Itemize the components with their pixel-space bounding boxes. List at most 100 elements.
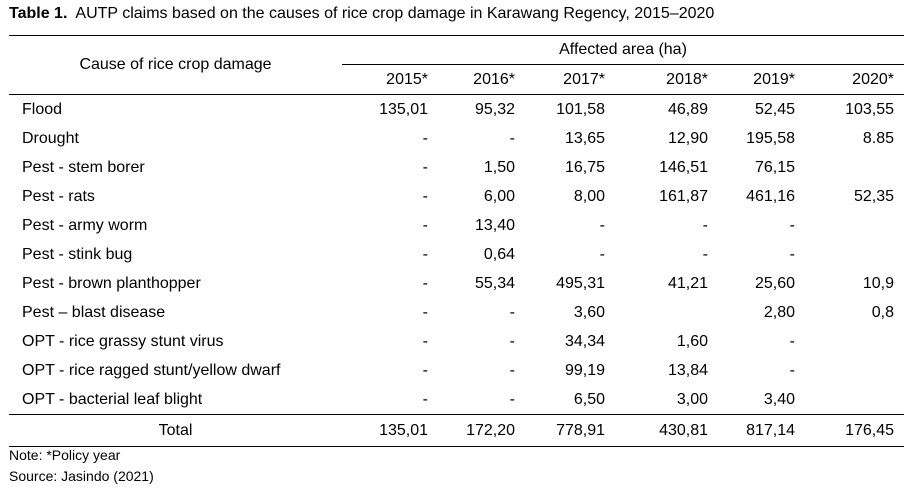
value-cell: 461,16 [746, 187, 795, 205]
value-cell: 101,58 [556, 100, 605, 118]
cause-cell: Pest - stink bug [22, 245, 133, 263]
table-row: Drought - - 13,65 12,90 195,58 8.85 [9, 124, 904, 153]
policy-note: Note: *Policy year [9, 447, 121, 463]
cause-cell: Flood [22, 100, 63, 118]
value-cell: 103,55 [845, 100, 894, 118]
value-cell: 6,50 [573, 390, 605, 408]
cause-cell: Pest - brown planthopper [22, 274, 201, 292]
year-header: 2020* [852, 70, 894, 88]
value-cell: 8.85 [862, 129, 894, 147]
value-cell [805, 327, 904, 356]
table-row: Pest - stem borer - 1,50 16,75 146,51 76,15 [9, 153, 904, 182]
table-row: Pest - army worm - 13,40 - - - [9, 211, 904, 240]
value-cell: - [422, 274, 428, 292]
value-cell: 13,65 [564, 129, 605, 147]
value-cell: 34,34 [564, 332, 605, 350]
total-row: Total 135,01 172,20 778,91 430,81 817,14… [9, 414, 904, 447]
value-cell [615, 298, 718, 327]
value-cell: 0,8 [871, 303, 894, 321]
value-cell: 495,31 [556, 274, 605, 292]
value-cell: - [422, 332, 428, 350]
value-cell: 99,19 [564, 361, 605, 379]
value-cell: - [422, 390, 428, 408]
value-cell: - [422, 361, 428, 379]
value-cell: 16,75 [564, 158, 605, 176]
total-value: 135,01 [379, 421, 428, 439]
value-cell: 25,60 [754, 274, 795, 292]
cause-cell: OPT - rice grassy stunt virus [22, 332, 224, 350]
table-body: Flood 135,01 95,32 101,58 46,89 52,45 103,55 Dr… [9, 95, 904, 415]
value-cell [805, 153, 904, 182]
table-notes: Note: *Policy year Source: Jasindo (2021… [9, 445, 154, 487]
value-cell: - [509, 390, 515, 408]
table-number: Table 1. [9, 5, 68, 22]
value-cell: 76,15 [754, 158, 795, 176]
value-cell: - [789, 216, 795, 234]
year-header: 2017* [563, 70, 605, 88]
affected-area-header: Affected area (ha) [342, 35, 904, 65]
value-cell: 12,90 [667, 129, 708, 147]
source-note: Source: Jasindo (2021) [9, 468, 154, 484]
value-cell: - [599, 216, 605, 234]
total-value: 430,81 [659, 421, 708, 439]
value-cell [805, 385, 904, 415]
value-cell: - [422, 216, 428, 234]
claims-table: Cause of rice crop damage Affected area … [9, 35, 904, 447]
total-value: 176,45 [845, 421, 894, 439]
cause-cell: Drought [22, 129, 79, 147]
value-cell: - [789, 361, 795, 379]
value-cell: 135,01 [379, 100, 428, 118]
value-cell: 6,00 [483, 187, 515, 205]
value-cell: - [789, 245, 795, 263]
value-cell [805, 211, 904, 240]
year-header: 2019* [753, 70, 795, 88]
cause-cell: Pest - rats [22, 187, 95, 205]
header-row-1: Cause of rice crop damage Affected area … [9, 35, 904, 95]
value-cell: 146,51 [659, 158, 708, 176]
total-value: 172,20 [466, 421, 515, 439]
value-cell: - [789, 332, 795, 350]
value-cell: - [509, 361, 515, 379]
value-cell: - [509, 332, 515, 350]
value-cell: 3,00 [676, 390, 708, 408]
table-row: OPT - bacterial leaf blight - - 6,50 3,00 3,4… [9, 385, 904, 415]
value-cell: 13,84 [667, 361, 708, 379]
header-row-2: 2015* 2016* 2017* 2018* 2019* 2020* [9, 65, 904, 95]
cause-column-header: Cause of rice crop damage [9, 35, 342, 95]
value-cell: 1,50 [483, 158, 515, 176]
value-cell: - [422, 303, 428, 321]
year-header: 2018* [666, 70, 708, 88]
value-cell: - [702, 216, 708, 234]
value-cell: 161,87 [659, 187, 708, 205]
value-cell: - [422, 187, 428, 205]
table-row: Flood 135,01 95,32 101,58 46,89 52,45 103,55 [9, 95, 904, 125]
cause-cell: OPT - bacterial leaf blight [22, 390, 203, 408]
value-cell: 195,58 [746, 129, 795, 147]
value-cell: - [422, 158, 428, 176]
total-label: Total [158, 421, 193, 439]
value-cell: 8,00 [573, 187, 605, 205]
value-cell: - [422, 245, 428, 263]
cause-cell: Pest - army worm [22, 216, 148, 234]
cause-cell: Pest - stem borer [22, 158, 145, 176]
value-cell: - [509, 129, 515, 147]
value-cell [805, 240, 904, 269]
total-value: 778,91 [556, 421, 605, 439]
cause-cell: OPT - rice ragged stunt/yellow dwarf [22, 361, 281, 379]
value-cell: 2,80 [763, 303, 795, 321]
cause-cell: Pest – blast disease [22, 303, 166, 321]
table-row: Pest – blast disease - - 3,60 2,80 0,8 [9, 298, 904, 327]
table-row: Pest - rats - 6,00 8,00 161,87 461,16 52,35 [9, 182, 904, 211]
table-row: OPT - rice grassy stunt virus - - 34,34 1,60… [9, 327, 904, 356]
total-value: 817,14 [746, 421, 795, 439]
value-cell: - [702, 245, 708, 263]
value-cell: 3,40 [763, 390, 795, 408]
value-cell: 1,60 [676, 332, 708, 350]
value-cell: 52,35 [853, 187, 894, 205]
value-cell: 46,89 [667, 100, 708, 118]
value-cell: 52,45 [754, 100, 795, 118]
table-caption: Table 1. AUTP claims based on the causes … [9, 3, 714, 25]
year-header: 2015* [386, 70, 428, 88]
value-cell: - [422, 129, 428, 147]
value-cell: 0,64 [483, 245, 515, 263]
